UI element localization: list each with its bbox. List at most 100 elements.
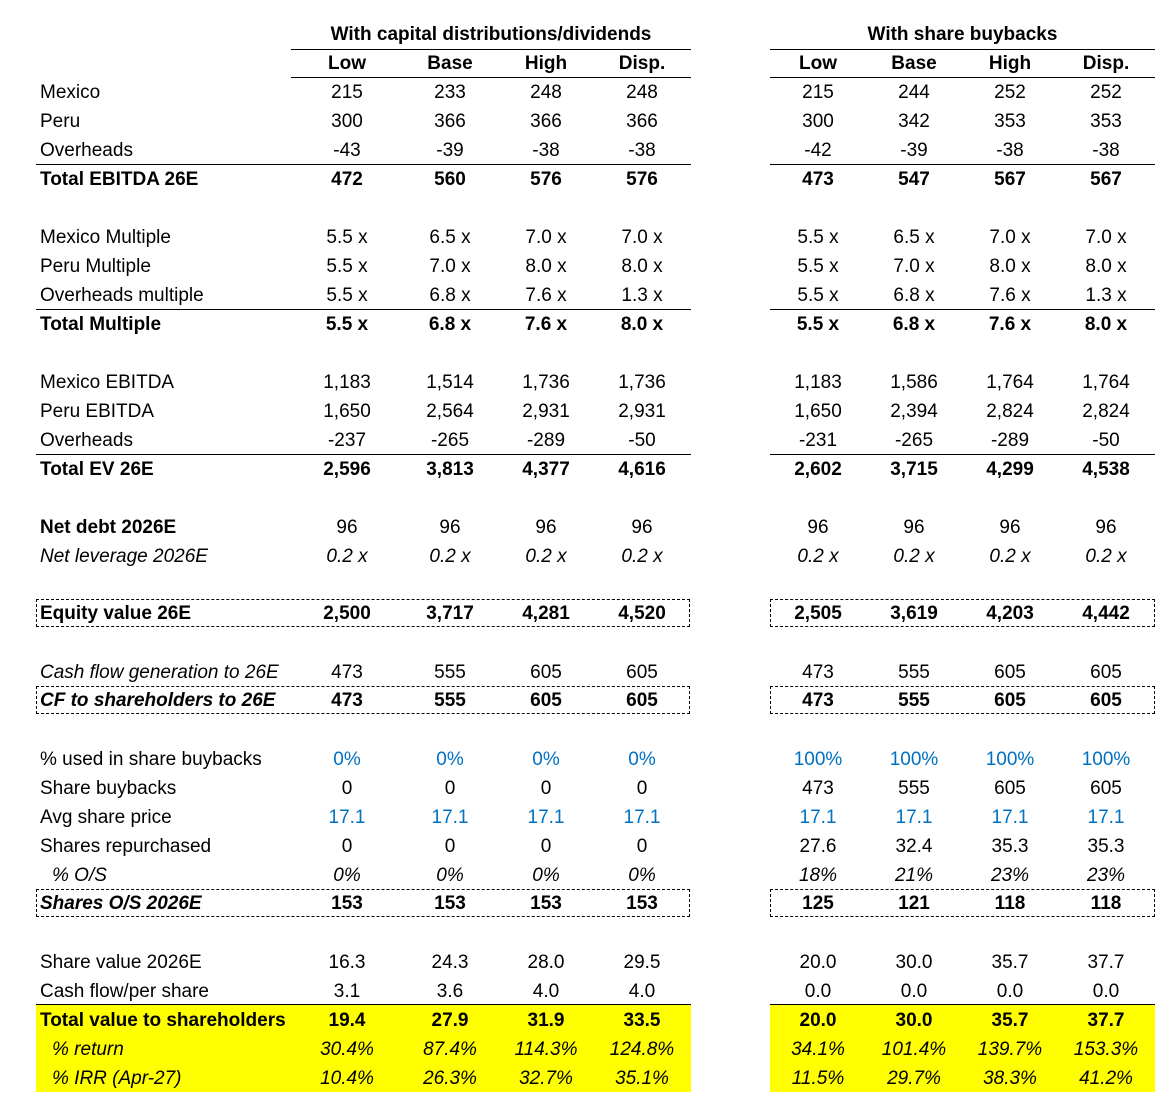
- cell-disp: 252: [1090, 82, 1122, 103]
- cell-low: -237: [327, 430, 367, 451]
- cell-high: 139.7%: [977, 1039, 1043, 1060]
- cell-disp: 0.0: [1092, 981, 1120, 1002]
- cell-high: 7.6 x: [524, 314, 568, 335]
- total-multiple-rule: [770, 309, 1155, 310]
- cell-base: 2,394: [890, 401, 938, 422]
- row-label: % O/S: [52, 865, 107, 886]
- cell-low: 215: [331, 82, 363, 103]
- cell-high: 0: [540, 836, 552, 857]
- cell-disp: 7.0 x: [1085, 227, 1127, 248]
- row-share-buybacks: Share buybacks 0 0 0 0 473 555 605 605: [0, 774, 1165, 803]
- cell-high: 4,281: [522, 603, 570, 624]
- cell-disp: 1.3 x: [621, 285, 663, 306]
- cell-low: 16.3: [328, 952, 366, 973]
- row-label: % return: [52, 1039, 124, 1060]
- cell-disp: 23%: [1086, 865, 1126, 886]
- row-label: Mexico: [40, 82, 101, 103]
- cell-disp: 605: [1090, 778, 1122, 799]
- cell-low: 0.2 x: [326, 546, 368, 567]
- cell-low: 30.4%: [320, 1039, 374, 1060]
- cell-base: -265: [430, 430, 470, 451]
- row-shares-os: Shares O/S 2026E 153 153 153 153 125 121…: [0, 889, 1165, 918]
- row-label: Overheads multiple: [40, 285, 204, 306]
- row-label: Peru EBITDA: [40, 401, 155, 422]
- row-label: Overheads: [40, 430, 133, 451]
- cell-disp: 153.3%: [1073, 1039, 1139, 1060]
- cell-disp: 41.2%: [1079, 1068, 1133, 1089]
- cell-disp: 8.0 x: [621, 256, 663, 277]
- cell-high: 31.9: [527, 1010, 565, 1031]
- cell-disp: 248: [626, 82, 658, 103]
- cell-disp: 35.3: [1087, 836, 1125, 857]
- cell-disp: 605: [626, 662, 658, 683]
- cell-disp: 96: [631, 517, 653, 538]
- header-underline-left: [291, 77, 691, 78]
- cell-disp: 7.0 x: [621, 227, 663, 248]
- row-label: Mexico Multiple: [40, 227, 171, 248]
- cell-base: 96: [903, 517, 925, 538]
- cell-base: 0: [444, 836, 456, 857]
- cell-high: 252: [994, 82, 1026, 103]
- row-label: Cash flow generation to 26E: [40, 662, 279, 683]
- cell-base: 1,514: [426, 372, 474, 393]
- row-label: % IRR (Apr-27): [52, 1068, 182, 1089]
- cell-disp: 2,824: [1082, 401, 1130, 422]
- total-ebitda-rule: [36, 164, 691, 165]
- cell-disp: 0%: [628, 865, 656, 886]
- equity-value-box: [36, 599, 690, 627]
- cell-high: 1,736: [522, 372, 570, 393]
- cell-base: -39: [900, 140, 928, 161]
- row-overheads: Overheads -43 -39 -38 -38 -42 -39 -38 -3…: [0, 136, 1165, 165]
- row-total-multiple: Total Multiple 5.5 x 6.8 x 7.6 x 8.0 x 5…: [0, 310, 1165, 339]
- cell-base: 560: [434, 169, 466, 190]
- row-cash-flow-per-share: Cash flow/per share 3.1 3.6 4.0 4.0 0.0 …: [0, 977, 1165, 1006]
- cell-high: -289: [526, 430, 566, 451]
- cell-low: 11.5%: [791, 1068, 845, 1089]
- cell-base: 30.0: [895, 1010, 933, 1031]
- row-share-value: Share value 2026E 16.3 24.3 28.0 29.5 20…: [0, 948, 1165, 977]
- cell-high: 35.7: [991, 952, 1029, 973]
- cell-low: 20.0: [799, 1010, 837, 1031]
- cell-base: 7.0 x: [893, 256, 935, 277]
- cell-disp: 0.2 x: [621, 546, 663, 567]
- cell-low: 153: [331, 893, 363, 914]
- row-label: Mexico EBITDA: [40, 372, 175, 393]
- cell-high: 32.7%: [519, 1068, 573, 1089]
- cell-base: 0: [444, 778, 456, 799]
- cell-low: 17.1: [328, 807, 366, 828]
- row-label: Avg share price: [40, 807, 172, 828]
- cell-base: 6.8 x: [429, 285, 471, 306]
- group-header-buybacks: With share buybacks: [770, 21, 1155, 50]
- cell-high: 1,764: [986, 372, 1034, 393]
- cell-base: 27.9: [431, 1010, 469, 1031]
- cell-high: 96: [535, 517, 557, 538]
- cell-base: 2,564: [426, 401, 474, 422]
- cell-disp: 1,736: [618, 372, 666, 393]
- cell-low: 96: [807, 517, 829, 538]
- cell-high: -38: [532, 140, 560, 161]
- row-cf-to-shareholders: CF to shareholders to 26E 473 555 605 60…: [0, 686, 1165, 715]
- cell-base: 3,715: [890, 459, 938, 480]
- cell-low: -43: [333, 140, 361, 161]
- cell-low: 5.5 x: [797, 285, 839, 306]
- row-total-value-to-shareholders: Total value to shareholders 19.4 27.9 31…: [0, 1006, 1165, 1035]
- row-overheads-ev: Overheads -237 -265 -289 -50 -231 -265 -…: [0, 426, 1165, 455]
- cell-low: 5.5 x: [797, 256, 839, 277]
- cell-high: 2,931: [522, 401, 570, 422]
- cell-disp: 1.3 x: [1085, 285, 1127, 306]
- cell-low: 5.5 x: [797, 227, 839, 248]
- cell-disp: 100%: [1081, 749, 1131, 770]
- row-equity-value: Equity value 26E 2,500 3,717 4,281 4,520…: [0, 599, 1165, 628]
- row-pct-irr: % IRR (Apr-27) 10.4% 26.3% 32.7% 35.1% 1…: [0, 1064, 1165, 1093]
- cell-base: 30.0: [895, 952, 933, 973]
- cell-low: 125: [802, 893, 834, 914]
- cell-high: 248: [530, 82, 562, 103]
- cell-high: 0%: [532, 749, 560, 770]
- cell-low: 473: [802, 690, 834, 711]
- cell-base: 3,619: [890, 603, 938, 624]
- col-header-disp: Disp.: [1082, 53, 1130, 74]
- cell-disp: 8.0 x: [1084, 314, 1128, 335]
- cell-high: 8.0 x: [525, 256, 567, 277]
- cell-disp: 567: [1090, 169, 1122, 190]
- cell-base: 3,813: [426, 459, 474, 480]
